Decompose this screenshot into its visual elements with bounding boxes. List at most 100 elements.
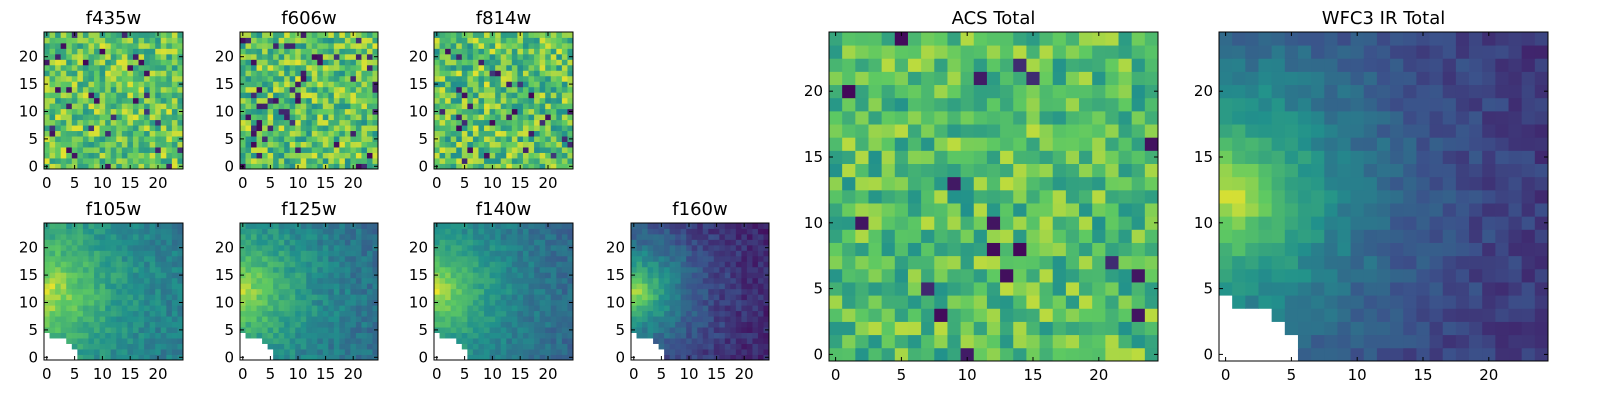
- heatmap-cell: [350, 37, 357, 44]
- heatmap-cell: [868, 124, 883, 138]
- heatmap-cell: [322, 321, 329, 328]
- heatmap-cell: [757, 321, 764, 328]
- heatmap-cell: [372, 86, 379, 93]
- heatmap-cell: [60, 97, 67, 104]
- heatmap-cell: [60, 299, 67, 306]
- heatmap-cell: [88, 130, 95, 137]
- heatmap-cell: [567, 316, 574, 323]
- heatmap-cell: [763, 310, 770, 317]
- heatmap-cell: [550, 97, 557, 104]
- heatmap-cell: [636, 299, 643, 306]
- heatmap-cell: [478, 233, 485, 240]
- heatmap-cell: [511, 310, 518, 317]
- heatmap-cell: [539, 152, 546, 159]
- heatmap-cell: [545, 152, 552, 159]
- heatmap-cell: [1105, 321, 1119, 336]
- heatmap-cell: [88, 305, 95, 312]
- heatmap-cell: [675, 338, 682, 344]
- heatmap-cell: [517, 136, 524, 142]
- heatmap-cell: [522, 338, 529, 344]
- heatmap-cell: [1105, 150, 1119, 164]
- heatmap-cell: [284, 48, 291, 55]
- heatmap-cell: [1065, 58, 1080, 72]
- heatmap-cell: [973, 163, 988, 178]
- heatmap-cell: [539, 97, 546, 104]
- heatmap-cell: [561, 244, 568, 251]
- heatmap-cell: [757, 327, 764, 333]
- heatmap-cell: [311, 223, 318, 229]
- heatmap-cell: [511, 147, 518, 153]
- heatmap-cell: [1092, 97, 1106, 112]
- heatmap-cell: [434, 294, 440, 301]
- heatmap-cell: [528, 70, 535, 77]
- heatmap-cell: [317, 321, 324, 328]
- heatmap-cell: [1105, 84, 1119, 99]
- heatmap-cell: [273, 277, 280, 284]
- heatmap-cell: [60, 310, 67, 317]
- heatmap-cell: [697, 272, 704, 279]
- heatmap-cell: [105, 321, 112, 328]
- heatmap-cell: [522, 277, 529, 284]
- heatmap-cell: [545, 288, 552, 295]
- heatmap-cell: [366, 108, 373, 115]
- heatmap-cell: [278, 349, 285, 355]
- heatmap-cell: [127, 119, 134, 126]
- heatmap-cell: [132, 70, 139, 77]
- heatmap-cell: [361, 223, 368, 229]
- heatmap-cell: [127, 299, 134, 306]
- heatmap-cell: [278, 64, 285, 71]
- heatmap-cell: [986, 347, 1001, 362]
- heatmap-cell: [71, 53, 78, 60]
- heatmap-cell: [1144, 58, 1159, 72]
- heatmap-cell: [664, 305, 671, 312]
- heatmap-cell: [730, 316, 737, 323]
- heatmap-cell: [478, 305, 485, 312]
- heatmap-cell: [467, 255, 474, 262]
- heatmap-cell: [295, 75, 302, 82]
- heatmap-cell: [94, 158, 100, 164]
- heatmap-cell: [177, 343, 184, 350]
- heatmap-cell: [138, 86, 145, 93]
- heatmap-cell: [160, 244, 167, 251]
- heatmap-cell: [149, 332, 156, 339]
- heatmap-cell: [333, 136, 340, 142]
- heatmap-cell: [44, 92, 50, 99]
- heatmap-cell: [439, 327, 446, 333]
- heatmap-cell: [289, 59, 296, 66]
- heatmap-cell: [921, 347, 935, 362]
- heatmap-cell: [855, 268, 869, 283]
- heatmap-cell: [300, 316, 307, 323]
- heatmap-cell: [284, 316, 291, 323]
- heatmap-cell: [256, 130, 263, 137]
- heatmap-cell: [155, 332, 162, 339]
- heatmap-cell: [333, 261, 340, 268]
- heatmap-cell: [361, 283, 368, 290]
- heatmap-cell: [333, 233, 340, 240]
- heatmap-cell: [105, 48, 112, 55]
- heatmap-cell: [528, 338, 535, 344]
- heatmap-cell: [251, 136, 257, 142]
- heatmap-cell: [328, 136, 335, 142]
- heatmap-cell: [1065, 84, 1080, 99]
- heatmap-cell: [295, 48, 302, 55]
- heatmap-cell: [333, 163, 340, 170]
- heatmap-cell: [517, 48, 524, 55]
- heatmap-cell: [545, 321, 552, 328]
- heatmap-cell: [372, 32, 379, 38]
- heatmap-cell: [160, 277, 167, 284]
- heatmap-cell: [653, 316, 659, 323]
- heatmap-cell: [450, 272, 457, 279]
- heatmap-cell: [461, 147, 468, 153]
- heatmap-cell: [511, 81, 518, 88]
- heatmap-cell: [60, 316, 67, 323]
- heatmap-cell: [322, 147, 329, 153]
- heatmap-cell: [166, 53, 173, 60]
- heatmap-cell: [467, 277, 474, 284]
- heatmap-cell: [484, 283, 490, 290]
- heatmap-cell: [361, 32, 368, 38]
- heatmap-cell: [262, 228, 268, 235]
- heatmap-cell: [110, 103, 117, 110]
- y-tick-label: 15: [19, 75, 38, 93]
